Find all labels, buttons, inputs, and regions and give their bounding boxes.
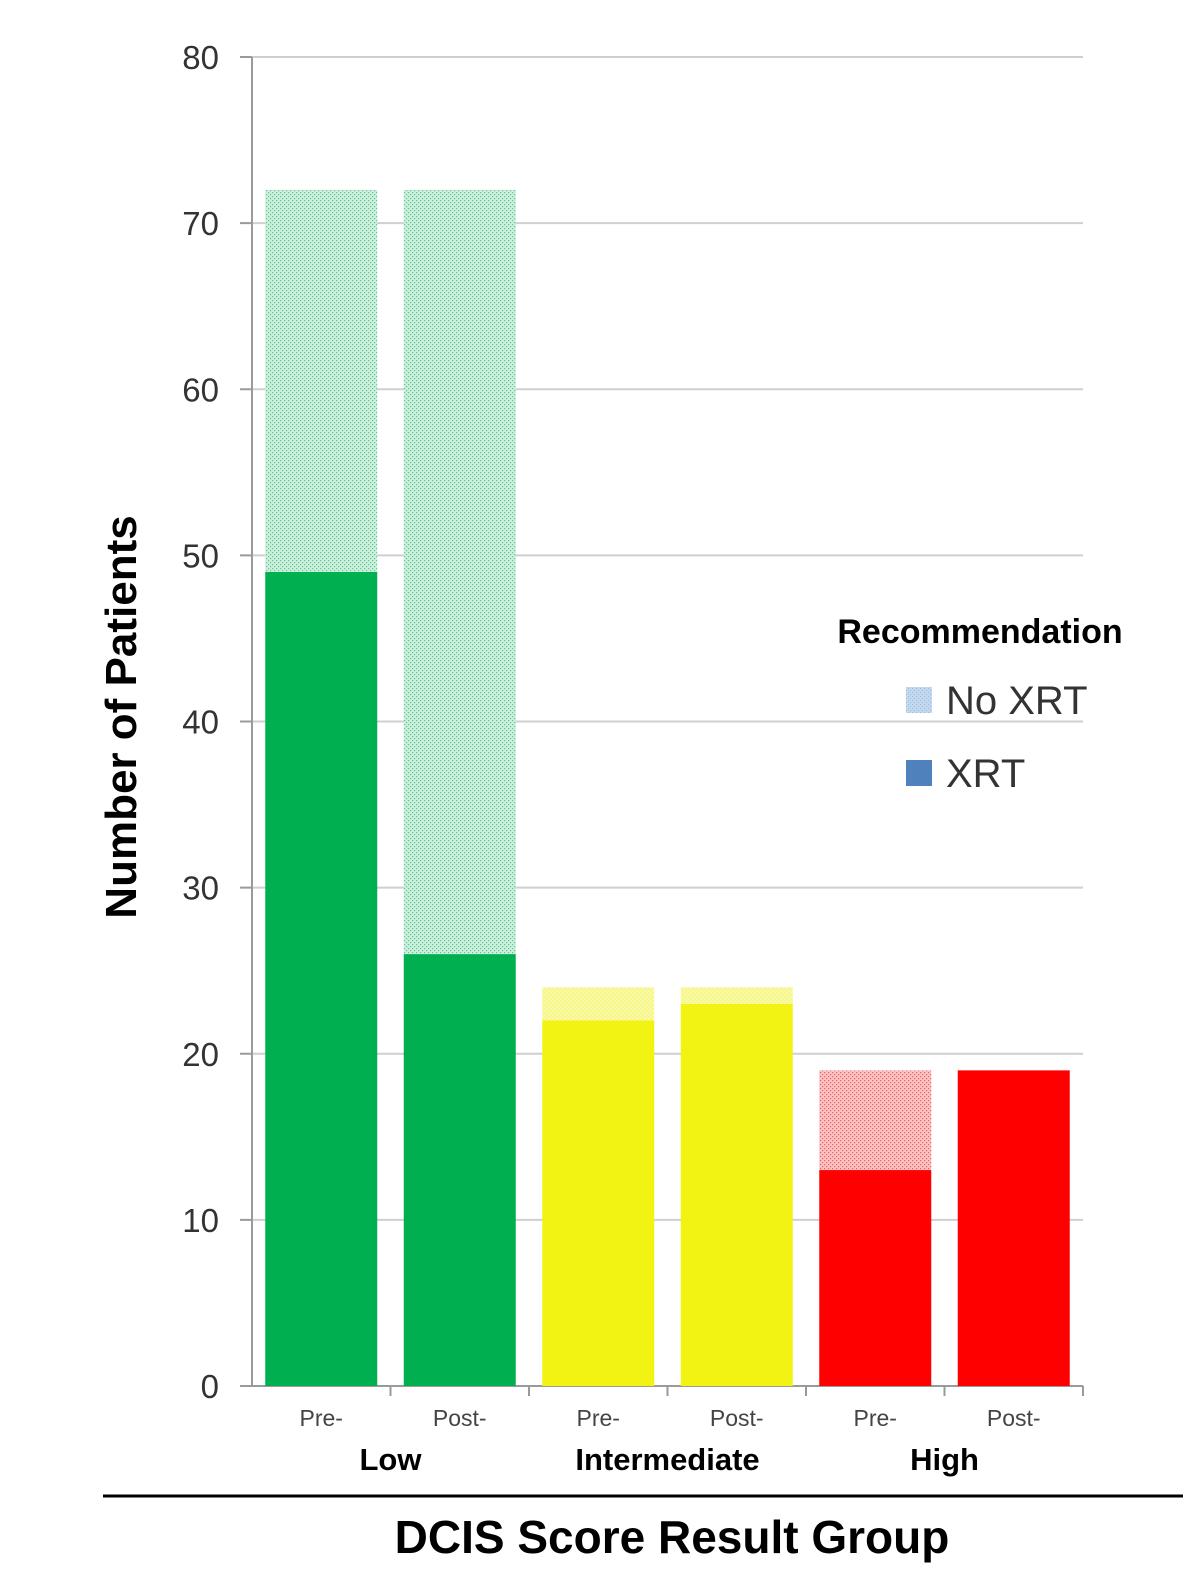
bar-no-xrt-low-post (403, 189, 516, 955)
y-tick-label: 20 (182, 1036, 219, 1073)
group-label-intermediate: Intermediate (575, 1442, 759, 1477)
x-tick-label: Pre- (300, 1405, 343, 1431)
bar-xrt-intermediate-pre (542, 1020, 655, 1386)
y-axis-title: Number of Patients (97, 515, 146, 918)
bar-no-xrt-intermediate-post (680, 987, 793, 1004)
bar-no-xrt-high-pre (819, 1070, 932, 1171)
bar-xrt-low-pre (265, 571, 378, 1386)
bar-xrt-high-post (957, 1070, 1070, 1386)
x-tick-label: Post- (710, 1405, 764, 1431)
legend-label-no-xrt: No XRT (946, 679, 1088, 723)
legend: Recommendation No XRT XRT (837, 613, 1122, 796)
bar-no-xrt-intermediate-pre (542, 987, 655, 1021)
bar-xrt-low-post (403, 954, 516, 1386)
x-tick-label: Pre- (577, 1405, 620, 1431)
y-tick-label: 0 (201, 1368, 219, 1405)
legend-label-xrt: XRT (946, 752, 1025, 796)
y-tick-label: 80 (182, 39, 219, 76)
bar-xrt-intermediate-post (680, 1003, 793, 1386)
legend-title: Recommendation (837, 613, 1122, 651)
axes (103, 56, 1183, 1498)
gridlines (252, 56, 1083, 1221)
y-tick-label: 60 (182, 371, 219, 408)
group-label-low: Low (360, 1442, 423, 1477)
y-tick-label: 40 (182, 704, 219, 741)
group-label-high: High (910, 1442, 979, 1477)
legend-swatch-no-xrt (906, 687, 932, 713)
labels: 0 10 20 30 40 50 60 70 80 Pre- Post- Pre- Post- Pre- P… (97, 39, 1041, 1563)
x-tick-label: Post- (987, 1405, 1041, 1431)
bars (265, 189, 1070, 1386)
x-tick-label: Pre- (854, 1405, 897, 1431)
y-tick-label: 10 (182, 1202, 219, 1239)
y-tick-label: 70 (182, 205, 219, 242)
bar-no-xrt-low-pre (265, 189, 378, 572)
y-tick-label: 30 (182, 870, 219, 907)
x-tick-label: Post- (433, 1405, 487, 1431)
x-axis-title: DCIS Score Result Group (395, 1511, 950, 1563)
bar-xrt-high-pre (819, 1170, 932, 1386)
legend-swatch-xrt (906, 760, 932, 786)
y-tick-label: 50 (182, 537, 219, 574)
